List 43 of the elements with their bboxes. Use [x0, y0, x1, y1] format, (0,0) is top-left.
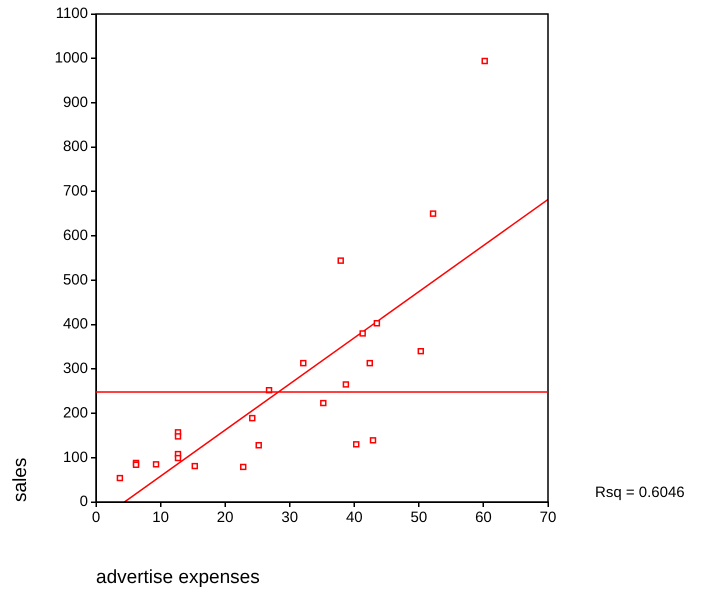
x-tick-label: 70	[540, 509, 556, 526]
x-tick-label: 50	[410, 509, 428, 526]
y-tick-label: 500	[62, 271, 88, 288]
point	[374, 320, 380, 326]
y-tick-label: 0	[80, 493, 88, 510]
point	[300, 360, 306, 366]
point	[116, 474, 124, 482]
point	[342, 381, 350, 388]
text: Rsq = 0.6046	[595, 484, 685, 502]
y-tick-label: 700	[62, 182, 88, 200]
point	[152, 461, 160, 468]
y-tick-label: 200	[62, 404, 88, 422]
point	[370, 437, 376, 444]
point	[338, 257, 344, 264]
point	[359, 330, 366, 337]
x-tick-label: 10	[152, 509, 169, 526]
point	[249, 414, 256, 422]
y-tick-label: 300	[62, 360, 88, 378]
x-tick-label: 40	[346, 509, 363, 526]
x-tick-label: 20	[216, 509, 234, 526]
point	[320, 400, 327, 406]
y-tick-label: 100	[62, 448, 88, 466]
point	[481, 58, 488, 64]
x-tick-label: 0	[92, 509, 100, 526]
y-tick-label: 900	[62, 94, 88, 111]
point	[353, 441, 360, 448]
point	[255, 442, 262, 448]
x-tick-label: 60	[475, 509, 492, 526]
y-tick-label: 400	[62, 316, 88, 333]
point	[174, 454, 182, 462]
point	[192, 462, 198, 470]
point	[366, 360, 374, 366]
y-tick-label: 800	[62, 138, 88, 156]
y-tick-label: 600	[62, 226, 88, 244]
x-axis-title: advertise expenses	[96, 567, 260, 588]
point	[418, 348, 424, 354]
point	[174, 433, 182, 440]
y-tick-label: 1100	[56, 5, 88, 22]
point	[240, 464, 246, 470]
x-tick-label: 30	[281, 509, 298, 526]
y-tick-label: 1000	[54, 50, 88, 67]
point	[430, 210, 436, 217]
y-axis-title: sales	[10, 458, 31, 502]
